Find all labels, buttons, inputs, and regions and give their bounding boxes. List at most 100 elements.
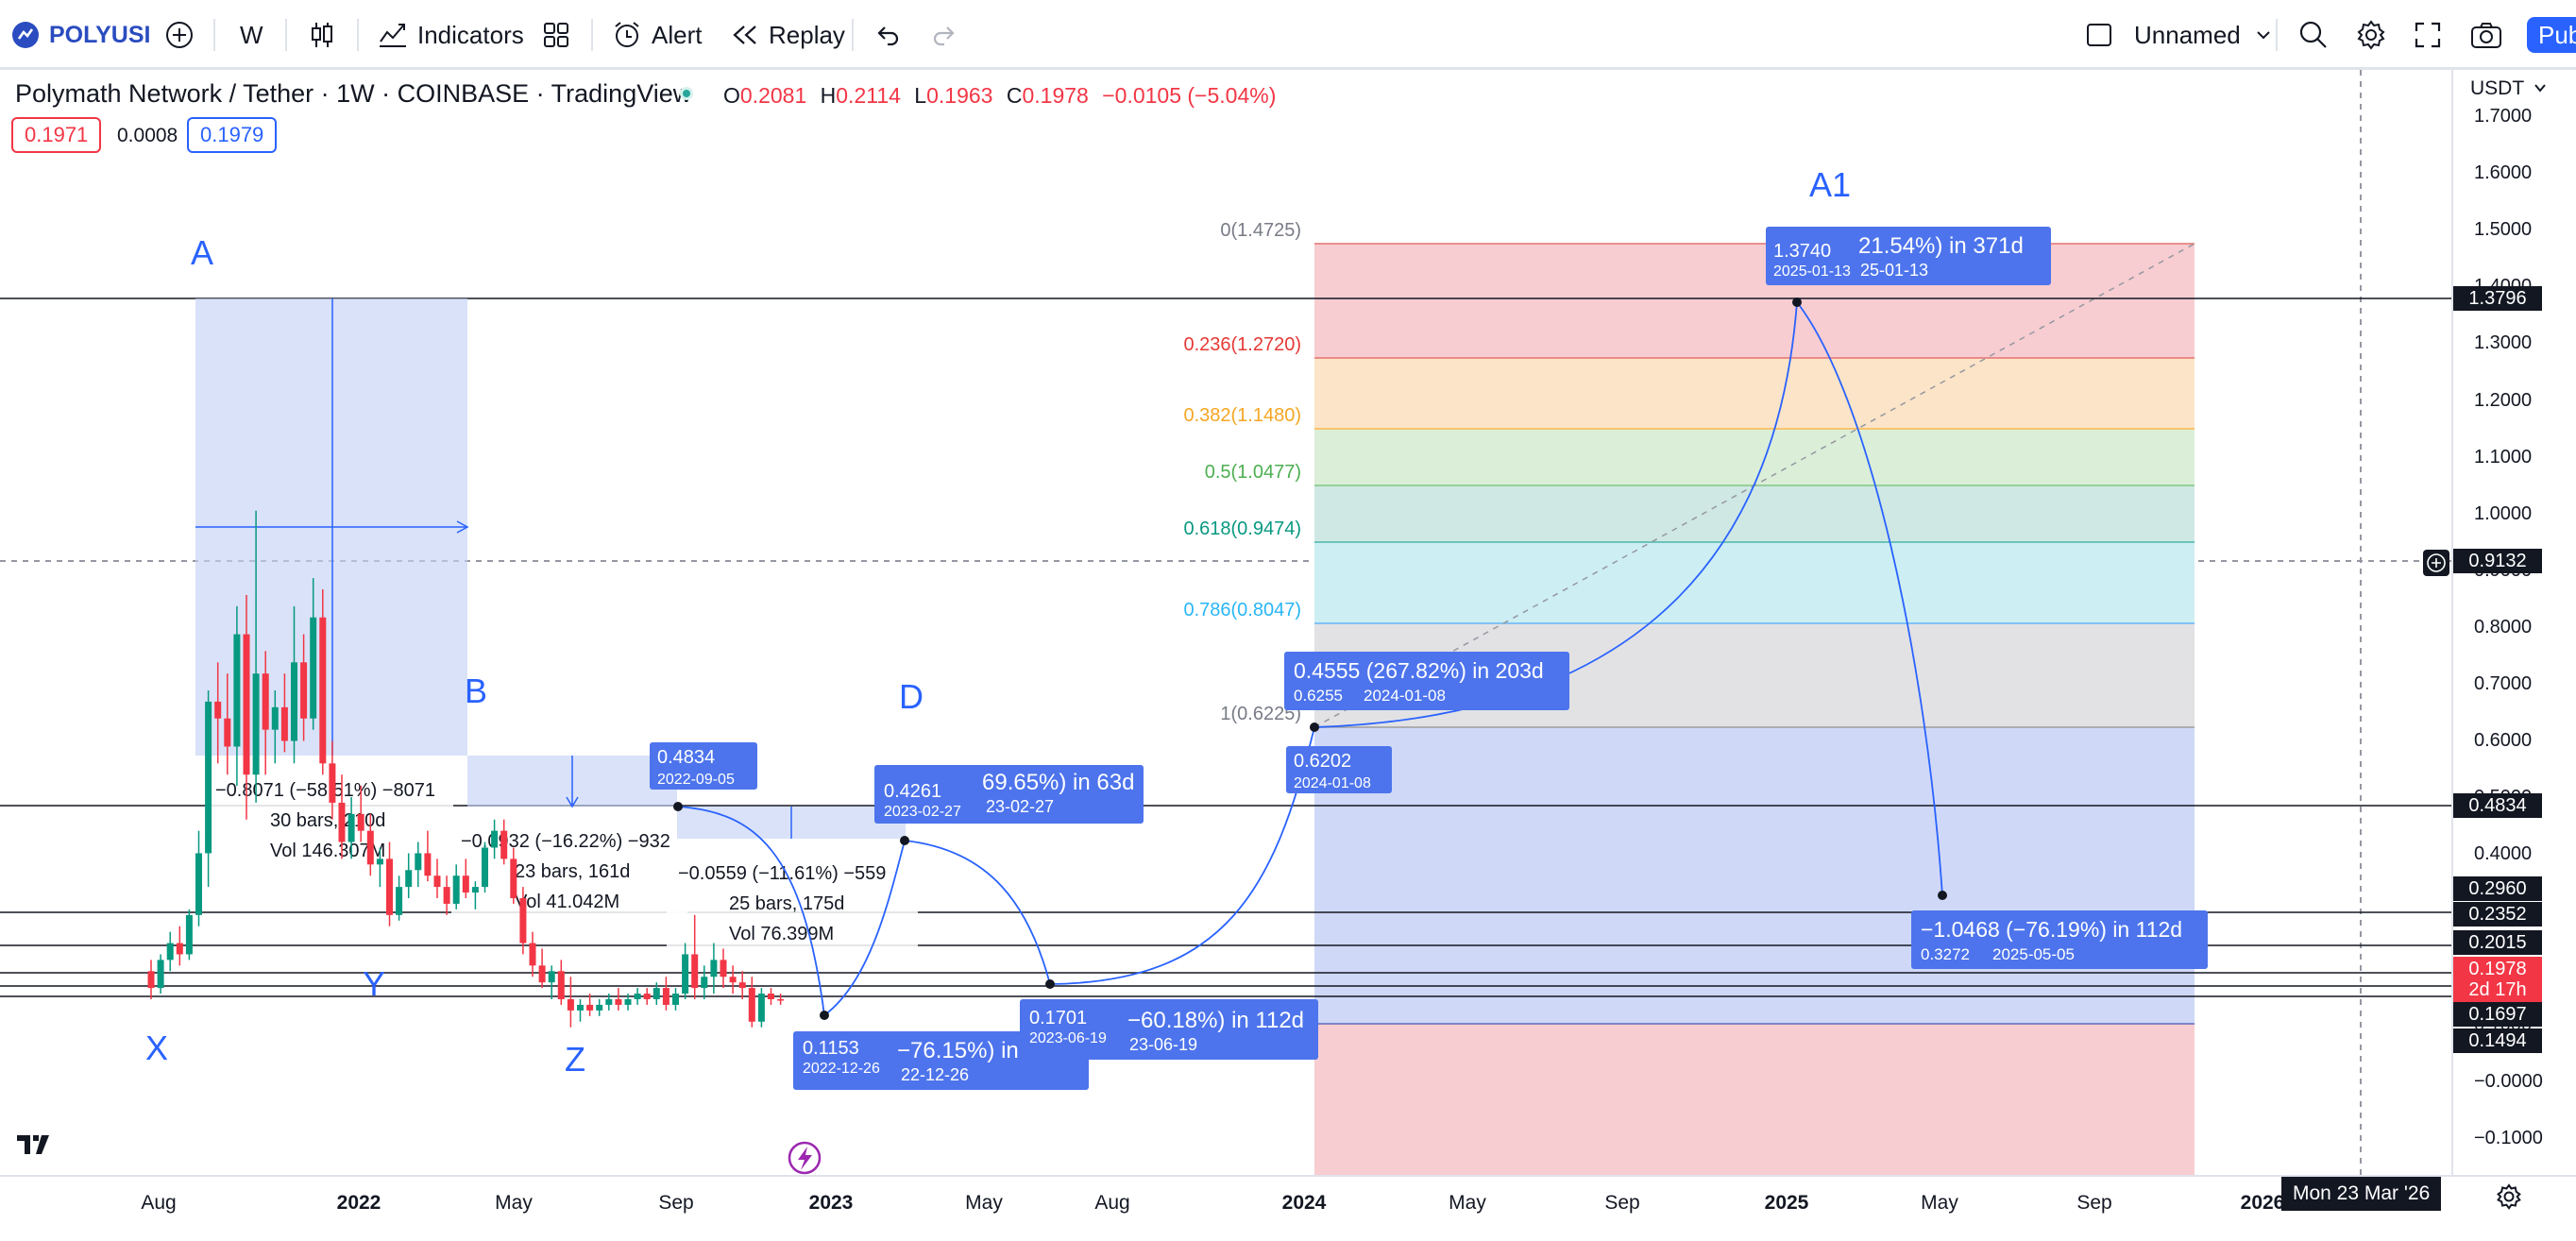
measure-tool-3[interactable]: −0.0559 (−11.61%) −559 25 bars, 175d Vol… <box>667 807 918 948</box>
callout-2022-09-05[interactable]: 0.4834 2022-09-05 <box>650 742 757 790</box>
candles-icon <box>312 23 332 47</box>
snapshot-button[interactable] <box>2470 0 2502 70</box>
candle-body <box>185 914 193 955</box>
fib-label-382: 0.382(1.1480) <box>1183 405 1301 426</box>
price-tick-label: 1.5000 <box>2474 219 2533 241</box>
candle-body <box>615 999 622 1005</box>
candle-body <box>643 994 651 999</box>
candle-body <box>557 971 565 999</box>
alert-button[interactable]: Alert <box>612 0 702 70</box>
price-axis-badge: 0.1697 <box>2453 1002 2542 1027</box>
measure-1-change: −0.8071 (−58.51%) −8071 <box>215 780 435 801</box>
symbol-label: POLYUSI <box>49 21 151 48</box>
chart-canvas[interactable]: 0(1.4725) 0.236(1.2720) 0.382(1.1480) 0.… <box>0 70 2576 1239</box>
time-tick-label: May <box>495 1192 533 1214</box>
callout-2022-12-26[interactable]: 0.1153 2022-12-26 −76.15%) in 22-12-26 <box>793 1031 1089 1090</box>
market-status-indicator[interactable] <box>680 87 693 100</box>
candle-body <box>500 830 508 859</box>
toolbar-divider <box>591 19 593 51</box>
axis-settings-button[interactable] <box>2495 1182 2523 1216</box>
measure-tool-2[interactable]: −0.0932 (−16.22%) −932 23 bars, 161d Vol… <box>451 756 687 916</box>
callout-5-change: 0.4555 (267.82%) in 203d <box>1294 658 1544 683</box>
callout-2-date: 2022-12-26 <box>803 1061 880 1077</box>
redo-icon <box>933 26 955 46</box>
pivot-points[interactable] <box>673 298 1947 1020</box>
wave-path[interactable] <box>677 301 1943 1016</box>
price-axis-badge: 0.1978 <box>2453 957 2542 981</box>
gear-icon <box>2497 1183 2521 1210</box>
measure-3-volume: Vol 76.399M <box>729 924 834 944</box>
layout-square-icon <box>2087 24 2111 46</box>
top-toolbar: POLYUSI W Indicators <box>0 0 2576 70</box>
layout-selector[interactable]: Unnamed <box>2085 0 2273 70</box>
time-axis[interactable]: Aug 2022 May Sep 2023 May Aug 2024 May Sep 2025 May… <box>0 1175 2576 1241</box>
search-button[interactable] <box>2298 0 2329 70</box>
time-tick-label: May <box>1449 1192 1486 1214</box>
price-tick-label: 1.2000 <box>2474 389 2533 411</box>
templates-button[interactable] <box>542 0 570 70</box>
callout-3-date: 2023-02-27 <box>884 804 961 820</box>
close-label: C <box>1006 83 1023 108</box>
candle-body <box>652 988 660 999</box>
chevron-down-icon <box>2257 31 2270 40</box>
candle-body <box>415 853 422 871</box>
add-level-button[interactable] <box>2423 550 2449 576</box>
replay-button[interactable]: Replay <box>731 0 845 70</box>
undo-button[interactable] <box>874 0 901 70</box>
callout-2023-02-27[interactable]: 0.4261 2023-02-27 69.65%) in 63d 23-02-2… <box>874 765 1144 824</box>
interval-button[interactable]: W <box>240 0 263 70</box>
candle-body <box>452 876 460 904</box>
currency-selector[interactable]: USDT <box>2470 77 2547 100</box>
callout-2023-06-19[interactable]: 0.1701 2023-06-19 −60.18%) in 112d 23-06… <box>1020 999 1318 1060</box>
time-tick-label: May <box>1921 1192 1958 1214</box>
measure-tool-1[interactable]: −0.8071 (−58.51%) −8071 30 bars, 210d Vo… <box>195 298 469 865</box>
candle-body <box>300 662 308 719</box>
fib-label-786: 0.786(0.8047) <box>1183 600 1301 620</box>
chart-title[interactable]: Polymath Network / Tether · 1W · COINBAS… <box>15 79 692 108</box>
fullscreen-button[interactable] <box>2414 0 2442 70</box>
candle-body <box>519 897 527 944</box>
buy-price-button[interactable]: 0.1979 <box>187 117 278 153</box>
price-tick-label: −0.0000 <box>2474 1070 2543 1092</box>
time-tick-label: Sep <box>2076 1192 2112 1214</box>
callout-2025-01-13[interactable]: 1.3740 2025-01-13 21.54%) in 371d 25-01-… <box>1766 227 2051 285</box>
indicators-button[interactable]: Indicators <box>378 0 524 70</box>
search-icon <box>2299 21 2327 48</box>
callout-2-price: 0.1153 <box>803 1038 859 1059</box>
lightning-event-icon[interactable] <box>788 1141 822 1175</box>
candle-body <box>386 858 393 915</box>
toolbar-divider <box>2276 19 2278 51</box>
callout-8-date: 2025-05-05 <box>1992 945 2075 963</box>
publish-button[interactable]: Pub <box>2527 17 2576 53</box>
candle-body <box>662 988 669 1005</box>
callout-2024-01-08-gain[interactable]: 0.4555 (267.82%) in 203d 0.6255 2024-01-… <box>1284 652 1569 710</box>
callout-2024-01-08[interactable]: 0.6202 2024-01-08 <box>1286 746 1392 793</box>
candlestick-series[interactable] <box>147 510 785 1028</box>
candle-body <box>357 813 364 831</box>
measure-3-bars: 25 bars, 175d <box>729 893 844 914</box>
candle-body <box>538 965 546 983</box>
wave-label-x: X <box>145 1028 168 1067</box>
callout-1-date: 2022-09-05 <box>657 772 735 788</box>
toolbar-divider <box>357 19 359 51</box>
price-axis-badge: 0.9132 <box>2453 549 2542 573</box>
compare-button[interactable] <box>164 0 195 70</box>
callout-2025-05-05[interactable]: −1.0468 (−76.19%) in 112d 0.3272 2025-05… <box>1911 910 2208 969</box>
symbol-search-button[interactable]: POLYUSI <box>11 0 150 70</box>
fib-zone-236-382 <box>1314 358 2195 429</box>
time-tick-label: 2024 <box>1281 1192 1327 1214</box>
settings-button[interactable] <box>2355 0 2387 70</box>
candle-body <box>510 858 517 898</box>
toolbar-divider <box>213 19 215 51</box>
chart-type-button[interactable] <box>308 0 336 70</box>
callout-4-change: −60.18%) in 112d <box>1127 1008 1304 1033</box>
price-axis-badge: 1.3796 <box>2453 286 2542 311</box>
candle-body <box>491 830 499 848</box>
price-axis[interactable]: USDT 1.70001.60001.50001.40001.30001.200… <box>2451 70 2576 1175</box>
candle-body <box>338 802 346 842</box>
tradingview-logo-icon[interactable] <box>9 1126 60 1164</box>
callout-2-change: −76.15%) in <box>897 1038 1019 1063</box>
high-label: H <box>820 83 837 108</box>
sell-price-button[interactable]: 0.1971 <box>11 117 102 153</box>
redo-button[interactable] <box>931 0 958 70</box>
